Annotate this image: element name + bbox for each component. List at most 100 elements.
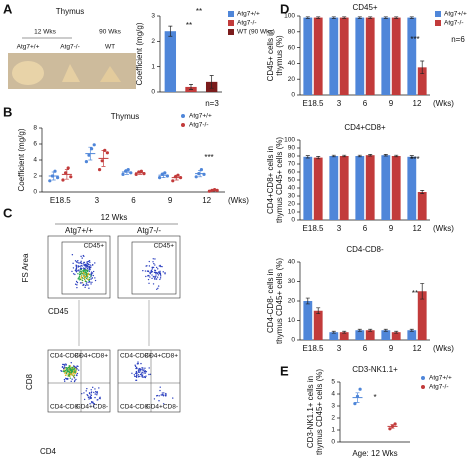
flow-event <box>81 392 83 395</box>
bar <box>313 310 323 340</box>
quadrant-label: CD4+CD8- <box>146 404 178 411</box>
flow-event <box>148 373 150 376</box>
flow-axis-label: CD8 <box>25 373 34 390</box>
flow-plots: CD45+ CD45+CD4-CD8+CD4+CD8+CD4-CD8-CD4+CD… <box>47 235 181 413</box>
flow-event <box>159 264 161 267</box>
y-axis-label: Coefficient (mg/g) <box>135 22 144 85</box>
quadrant-label: CD4-CD8+ <box>120 353 152 360</box>
x-tick-label: 9 <box>389 224 394 233</box>
flow-event <box>84 276 86 278</box>
flow-event <box>63 363 65 366</box>
flow-event <box>81 272 83 275</box>
flow-event <box>74 372 76 375</box>
flow-event <box>90 389 92 391</box>
y-tick-label: 40 <box>288 185 296 192</box>
y-tick-label: 30 <box>288 278 296 285</box>
flow-event <box>147 270 149 272</box>
flow-event <box>149 276 151 278</box>
flow-event <box>159 271 161 274</box>
data-point <box>393 422 397 426</box>
flow-event <box>159 386 161 388</box>
y-tick-label: 50 <box>288 177 296 184</box>
flow-event <box>138 371 141 373</box>
flow-event <box>93 391 95 394</box>
photo-title: Thymus <box>56 7 84 16</box>
quadrant-label: CD4+CD8+ <box>144 353 178 360</box>
error-bar <box>420 60 425 75</box>
flow-event <box>71 378 73 380</box>
flow-event <box>157 287 159 289</box>
flow-event <box>96 394 98 396</box>
error-bar <box>394 16 399 19</box>
flow-event <box>154 272 157 274</box>
x-tick-label: 12 <box>413 99 422 108</box>
annotation: ** <box>412 289 418 298</box>
annotation: *** <box>410 155 419 164</box>
flow-event <box>71 270 73 273</box>
chart-title: Thymus <box>111 112 139 121</box>
y-tick-label: 1 <box>151 63 155 70</box>
flow-event <box>91 281 93 284</box>
flow-event <box>90 274 93 276</box>
flow-event <box>86 277 88 280</box>
y-tick-label: 2 <box>151 38 155 45</box>
flow-event <box>72 374 74 376</box>
flow-event <box>81 282 83 284</box>
flow-event <box>139 373 142 376</box>
flow-event <box>143 372 145 374</box>
flow-event <box>63 366 66 368</box>
bar <box>365 17 375 95</box>
flow-event <box>87 262 89 265</box>
flow-event <box>95 392 97 394</box>
y-tick-label: 3 <box>151 13 155 20</box>
bar <box>417 192 427 220</box>
flow-event <box>70 362 72 364</box>
flow-event <box>74 269 77 272</box>
flow-event <box>64 369 67 372</box>
flow-event <box>162 403 165 405</box>
panel-label: D <box>280 1 289 16</box>
bar <box>303 301 313 340</box>
error-bar <box>357 16 362 19</box>
annotation: *** <box>204 153 213 162</box>
data-point <box>90 147 94 151</box>
flow-event <box>152 266 154 269</box>
annotation: n=6 <box>451 35 465 44</box>
flow-event <box>90 265 92 267</box>
flow-event <box>88 287 90 289</box>
error-bar <box>138 170 143 175</box>
y-tick-label: 80 <box>288 29 296 36</box>
chart-title: CD3-NK1.1+ <box>352 365 398 374</box>
gate <box>131 241 177 295</box>
flow-event <box>141 368 143 371</box>
quadrant-label: CD4-CD8- <box>50 404 80 411</box>
y-tick-label: 30 <box>288 193 296 200</box>
y-tick-label: 4 <box>331 391 335 398</box>
y-axis-label: thymus CD45+ cells (%) <box>275 258 284 344</box>
flow-event <box>137 371 140 373</box>
age-label: 90 Wks <box>99 29 121 36</box>
age-label: 12 Wks <box>34 29 56 36</box>
flow-event <box>80 277 82 280</box>
error-bar <box>420 190 425 194</box>
flow-event <box>150 271 152 274</box>
flow-event <box>164 394 166 396</box>
flow-event <box>73 365 76 368</box>
bar <box>381 330 391 340</box>
flow-event <box>153 278 156 280</box>
flow-event <box>76 284 78 286</box>
bar <box>329 156 339 220</box>
quadrant-label: CD4+CD8- <box>76 404 108 411</box>
flow-event <box>88 270 91 272</box>
y-tick-label: 100 <box>284 137 295 144</box>
flow-event <box>87 263 90 266</box>
error-bar <box>409 16 414 19</box>
flow-event <box>148 260 150 263</box>
data-point <box>100 159 104 163</box>
flow-event <box>160 265 162 268</box>
flow-event <box>144 372 147 374</box>
flow-event <box>94 393 96 395</box>
flow-event <box>154 258 156 260</box>
y-tick-label: 0 <box>291 217 295 224</box>
annotation: *** <box>410 35 419 44</box>
